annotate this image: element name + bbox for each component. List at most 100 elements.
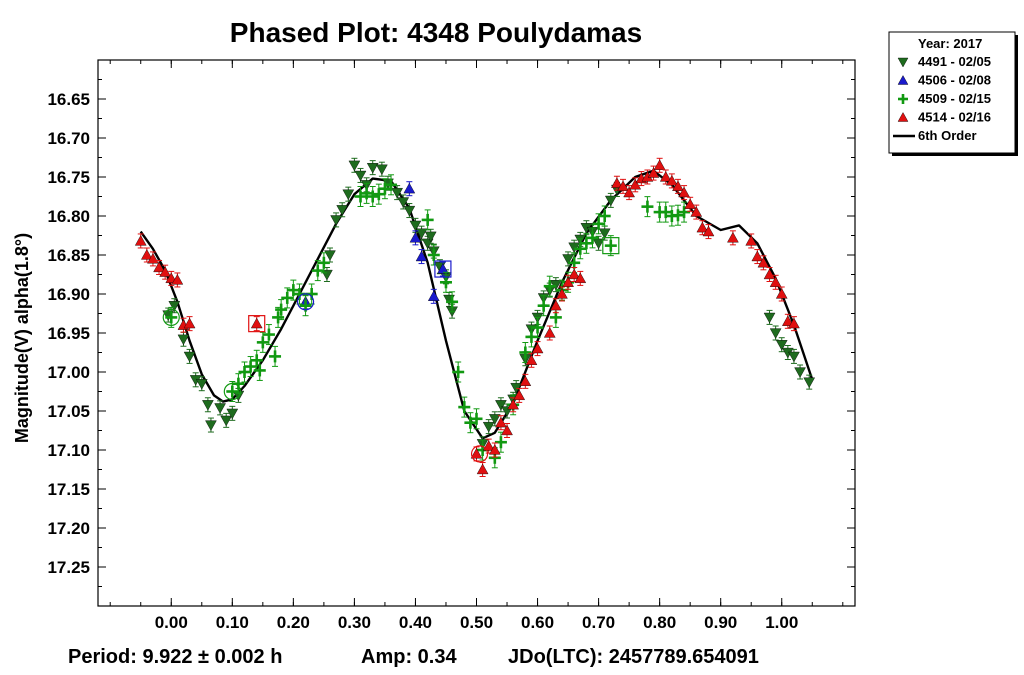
data-point — [376, 164, 388, 176]
data-point — [788, 317, 800, 329]
data-point — [372, 188, 385, 201]
data-point — [183, 317, 196, 329]
legend-item: 6th Order — [893, 128, 977, 143]
data-point — [147, 252, 159, 264]
data-point — [409, 220, 422, 232]
data-point — [287, 284, 300, 297]
data-point — [574, 242, 587, 255]
data-point — [202, 400, 214, 411]
data-point — [598, 228, 611, 240]
data-point — [488, 444, 501, 455]
data-point — [134, 235, 147, 246]
x-tick-label: 0.80 — [643, 613, 676, 632]
data-point — [195, 379, 208, 390]
data-point — [598, 210, 611, 222]
data-point — [482, 440, 495, 451]
data-point — [543, 280, 556, 293]
data-point — [604, 195, 617, 207]
data-point — [391, 187, 403, 199]
data-point — [775, 340, 788, 351]
data-point — [253, 364, 266, 377]
data-point — [580, 237, 593, 250]
chart-title: Phased Plot: 4348 Poulydamas — [230, 17, 642, 48]
data-point — [617, 180, 629, 191]
data-point — [659, 206, 672, 219]
data-point — [226, 385, 239, 398]
y-tick-label: 17.00 — [47, 363, 90, 382]
data-point — [366, 190, 379, 203]
x-tick-label: 0.20 — [277, 613, 310, 632]
data-point — [495, 416, 507, 428]
period-readout: Period: 9.922 ± 0.002 h — [68, 646, 282, 668]
data-point — [727, 231, 739, 243]
data-point — [171, 274, 184, 285]
data-point — [165, 311, 178, 324]
legend-marker — [898, 94, 908, 104]
data-point — [415, 228, 428, 240]
data-point — [513, 389, 526, 400]
data-point — [531, 321, 544, 334]
data-points-layer — [134, 157, 816, 477]
data-point — [659, 171, 672, 182]
legend-label: 4491 - 02/05 — [918, 54, 991, 69]
data-point — [592, 238, 605, 250]
fit-curve-layer — [139, 169, 814, 440]
legend: Year: 2017 4491 - 02/05 4506 - 02/08 4509 … — [888, 31, 1018, 156]
data-point — [690, 206, 703, 217]
data-point — [788, 351, 800, 363]
data-point — [550, 299, 562, 311]
y-tick-label: 17.25 — [47, 558, 90, 577]
data-point — [803, 377, 816, 389]
data-point — [238, 366, 251, 378]
fit-curve-6th-order — [139, 169, 814, 440]
data-point — [427, 290, 440, 301]
amplitude-readout: Amp: 0.34 — [361, 646, 457, 668]
data-point — [439, 276, 452, 289]
data-point — [763, 312, 776, 324]
x-tick-label: 0.70 — [582, 613, 615, 632]
legend-title: Year: 2017 — [918, 36, 982, 51]
x-axis: 0.00 0.10 0.20 0.30 0.40 0.50 0.60 0.70 0.80 0.90… — [109, 60, 844, 632]
legend-item: 4509 - 02/15 — [898, 91, 991, 106]
data-point — [531, 342, 544, 354]
data-point — [629, 178, 642, 190]
data-point — [458, 401, 471, 414]
data-point — [623, 186, 635, 198]
data-point — [281, 291, 294, 304]
data-point — [568, 256, 581, 269]
x-tick-label: 0.00 — [155, 613, 188, 632]
data-point — [421, 213, 434, 226]
data-point — [452, 366, 465, 378]
legend-box — [888, 31, 1016, 154]
data-point — [470, 412, 483, 425]
jdo-readout: JDo(LTC): 2457789.654091 — [508, 646, 759, 668]
y-tick-label: 17.15 — [47, 480, 90, 499]
highlighted-points-layer — [162, 237, 620, 463]
data-point — [568, 268, 581, 280]
data-point — [751, 250, 764, 262]
data-point — [782, 315, 794, 326]
data-point — [482, 422, 495, 433]
data-point — [611, 177, 623, 188]
data-point — [495, 400, 507, 411]
data-point — [507, 398, 519, 410]
data-point — [360, 187, 373, 200]
y-tick-label: 16.75 — [47, 168, 90, 187]
highlight-square — [434, 260, 452, 278]
data-point — [415, 250, 428, 262]
legend-label: 6th Order — [918, 128, 977, 143]
series-3 — [165, 174, 691, 469]
highlight-circle — [470, 445, 489, 463]
data-point — [586, 231, 599, 244]
data-point — [250, 317, 263, 329]
y-tick-label: 16.90 — [47, 285, 90, 304]
highlight-square — [602, 237, 620, 255]
highlight-circle — [162, 308, 180, 326]
data-point — [424, 231, 437, 243]
data-point — [702, 225, 715, 237]
data-point — [488, 414, 501, 425]
data-point — [226, 408, 239, 420]
data-point — [403, 205, 416, 217]
series-2 — [299, 181, 449, 310]
data-point — [470, 447, 483, 459]
